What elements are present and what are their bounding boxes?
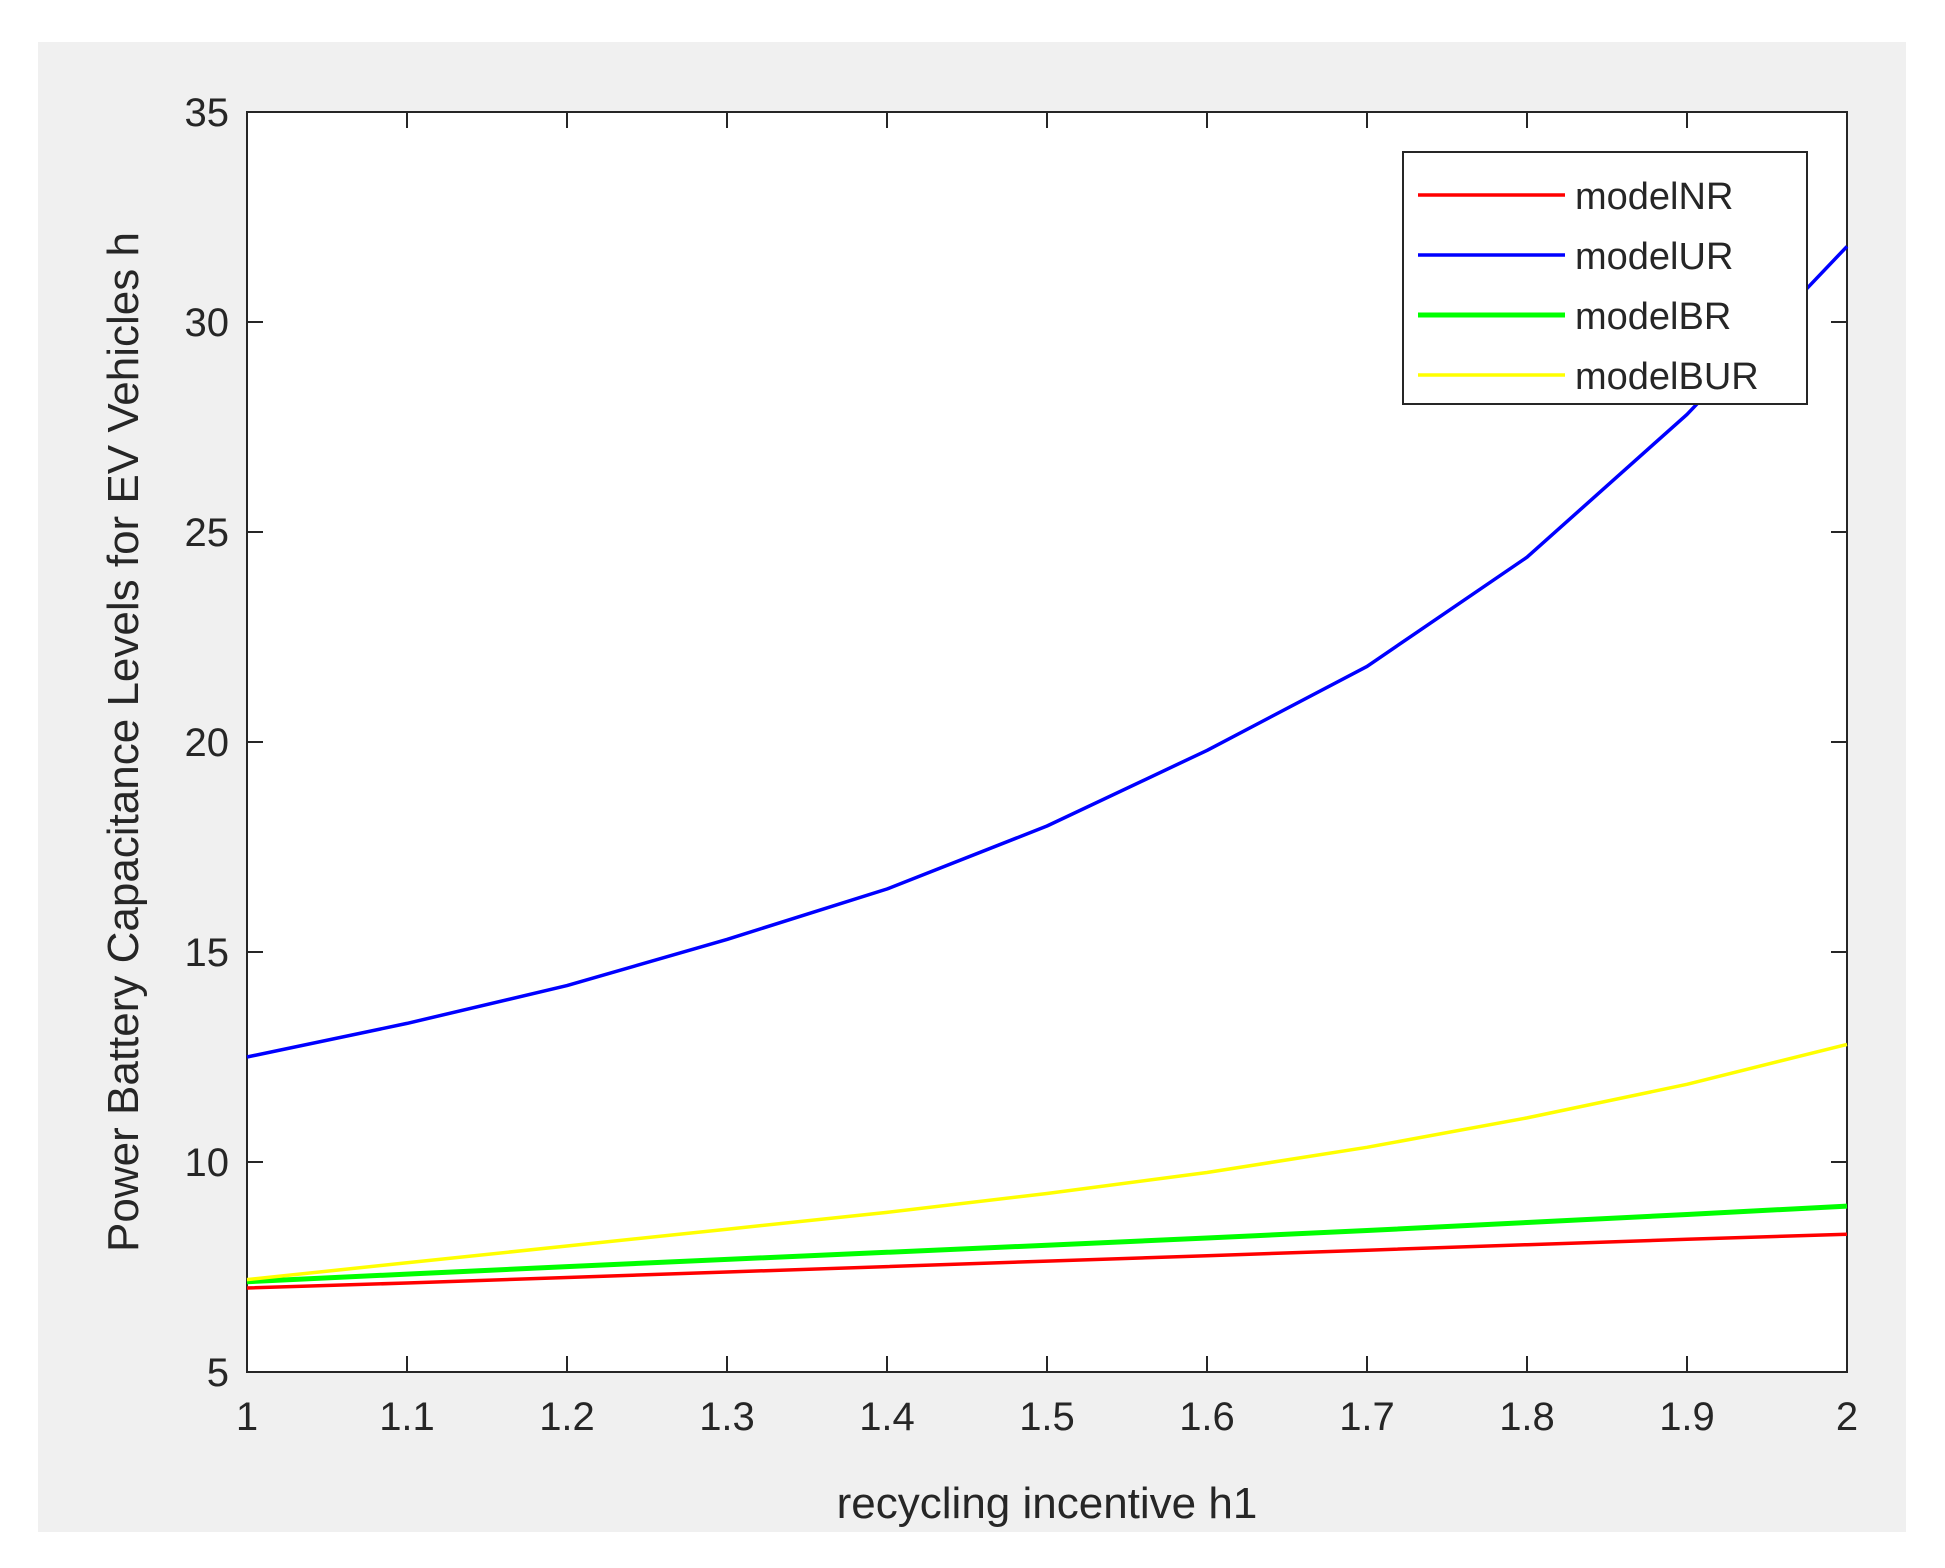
y-tick-label: 10 [185, 1141, 230, 1185]
axis-ticks: 1 1.1 1.2 1.3 1.4 1.5 1.6 1.7 1.8 1.9 251015202530… [185, 91, 1859, 1439]
x-tick-label: 1.1 [379, 1395, 435, 1439]
x-tick-label: 1.6 [1179, 1395, 1235, 1439]
axis-labels: recycling incentive h1 Power Battery Cap… [99, 232, 1257, 1528]
y-tick-label: 5 [207, 1351, 229, 1395]
y-tick-label: 30 [185, 301, 230, 345]
x-tick-label: 1 [236, 1395, 258, 1439]
y-tick-label: 25 [185, 511, 230, 555]
legend-label: modelBUR [1575, 356, 1759, 398]
legend-label: modelBR [1575, 296, 1731, 338]
x-tick-label: 1.9 [1659, 1395, 1715, 1439]
y-tick-label: 20 [185, 721, 230, 765]
legend-label: modelUR [1575, 236, 1733, 278]
series-line-modelBUR [246, 1042, 1848, 1282]
legend: modelNR modelUR modelBR modelBUR [1402, 151, 1808, 405]
y-tick-label: 35 [185, 91, 230, 135]
legend-label: modelNR [1575, 176, 1733, 218]
series-line-modelUR [246, 245, 1849, 1059]
y-axis-label: Power Battery Capacitance Levels for EV … [99, 232, 148, 1252]
x-tick-label: 1.7 [1339, 1395, 1395, 1439]
x-tick-label: 1.2 [539, 1395, 595, 1439]
series-layer [246, 245, 1849, 1290]
series-line-modelNR [246, 1232, 1848, 1290]
x-tick-label: 1.8 [1499, 1395, 1555, 1439]
x-tick-label: 1.5 [1019, 1395, 1075, 1439]
x-tick-label: 1.3 [699, 1395, 755, 1439]
x-tick-label: 2 [1836, 1395, 1858, 1439]
series-line-modelBR [246, 1203, 1848, 1285]
y-tick-label: 15 [185, 931, 230, 975]
x-tick-label: 1.4 [859, 1395, 915, 1439]
x-axis-label: recycling incentive h1 [837, 1479, 1258, 1528]
